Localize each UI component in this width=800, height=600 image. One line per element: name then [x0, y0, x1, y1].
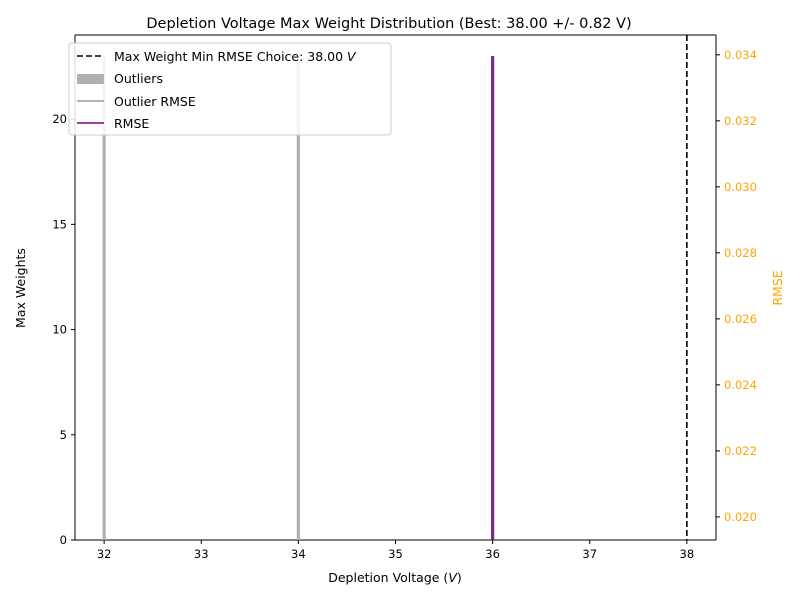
y2-tick-label: 0.022 — [724, 444, 757, 458]
x-axis-label: Depletion Voltage (V) — [328, 570, 462, 585]
x-tick-label: 36 — [485, 547, 500, 561]
y2-tick-label: 0.032 — [724, 114, 757, 128]
legend-frame — [68, 42, 392, 136]
y2-ticks: 0.020 0.022 0.024 0.026 0.028 0.030 0.032 0.034 — [716, 48, 757, 524]
y-tick-label: 5 — [60, 428, 67, 442]
x-tick-label: 37 — [582, 547, 597, 561]
x-tick-label: 34 — [291, 547, 306, 561]
legend-label-choice: Max Weight Min RMSE Choice: 38.00 V — [114, 49, 357, 64]
legend-label-rmse: RMSE — [114, 116, 149, 131]
legend-label-outliers: Outliers — [114, 71, 163, 86]
legend: Max Weight Min RMSE Choice: 38.00 V Outl… — [68, 42, 392, 136]
y-axis-label: Max Weights — [13, 248, 28, 328]
y2-tick-label: 0.030 — [724, 180, 757, 194]
y-ticks: 0 5 10 15 20 — [52, 112, 75, 547]
y2-tick-label: 0.026 — [724, 312, 757, 326]
y2-axis-label: RMSE — [770, 270, 785, 305]
chart-title: Depletion Voltage Max Weight Distributio… — [146, 16, 631, 32]
y2-tick-label: 0.020 — [724, 510, 757, 524]
y2-tick-label: 0.028 — [724, 246, 757, 260]
y-tick-label: 0 — [60, 533, 67, 547]
legend-label-outlier-rmse: Outlier RMSE — [114, 94, 196, 109]
x-tick-label: 33 — [194, 547, 209, 561]
y2-tick-label: 0.034 — [724, 48, 757, 62]
x-tick-label: 35 — [388, 547, 403, 561]
x-ticks: 32 33 34 35 36 37 38 — [97, 540, 694, 561]
rmse-bar — [491, 56, 495, 541]
bars-layer — [102, 56, 495, 541]
y-tick-label: 10 — [52, 323, 67, 337]
y-tick-label: 15 — [52, 217, 67, 231]
legend-swatch-outliers — [77, 74, 104, 84]
y2-tick-label: 0.024 — [724, 378, 757, 392]
outlier-bar — [102, 56, 106, 541]
outlier-bar — [296, 56, 300, 541]
x-tick-label: 32 — [97, 547, 112, 561]
x-tick-label: 38 — [680, 547, 695, 561]
y-tick-label: 20 — [52, 112, 67, 126]
